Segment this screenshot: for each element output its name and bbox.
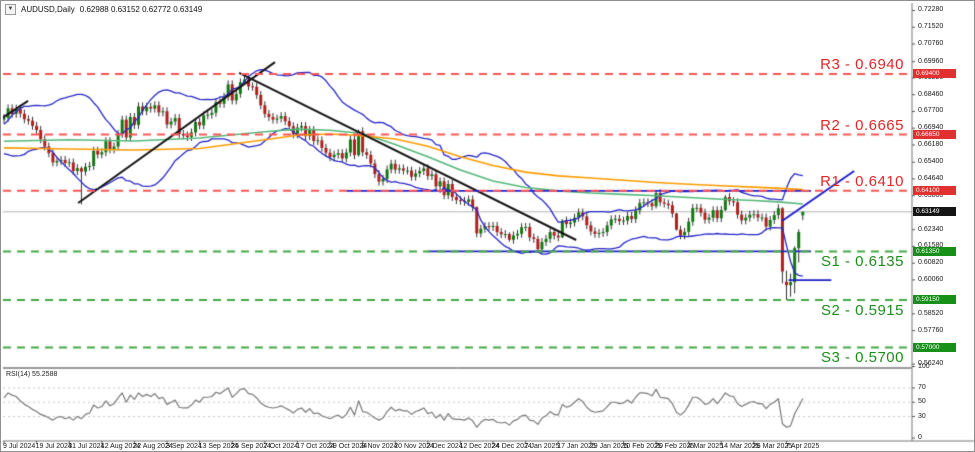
sr-price-badge: 0.69400: [913, 69, 956, 79]
support-level-label: S1 - 0.6135: [820, 253, 904, 271]
date-tick-label: 8 Nov 2024: [361, 443, 398, 450]
price-tick-label: 0.70760: [918, 40, 944, 47]
date-tick-label: 25 Sep 2024: [231, 443, 271, 450]
rsi-indicator-label: RSI(14) 55.2588: [6, 371, 58, 378]
resistance-level-label: R2 - 0.6665: [820, 116, 904, 134]
price-tick-label: 0.62340: [918, 225, 944, 233]
price-tick-label: 0.69960: [918, 57, 944, 65]
date-tick-label: 7 Apr 2025: [785, 443, 820, 450]
chart-title-bar: ▼ AUDUSD,Daily 0.62988 0.63152 0.62772 0…: [5, 4, 202, 15]
resistance-level-label: R1 - 0.6410: [820, 172, 904, 190]
date-tick-label: 10 Feb 2025: [622, 443, 662, 450]
price-tick-label: 0.64640: [918, 174, 944, 182]
date-tick-label: 2 Dec 2024: [426, 443, 463, 450]
date-tick-label: 29 Jan 2025: [589, 443, 629, 450]
price-tick-label: 0.60820: [918, 259, 944, 267]
chart-current-ohlc: 0.62988 0.63152 0.62772 0.63149: [79, 5, 203, 14]
sr-price-badge: 0.57000: [913, 342, 956, 352]
date-tick-label: 20 Nov 2024: [394, 443, 434, 450]
date-tick-label: 17 Jan 2025: [557, 443, 596, 450]
rsi-tick-label: 100: [918, 362, 930, 370]
sr-price-badge: 0.59150: [913, 295, 956, 305]
price-tick-label: 0.57760: [918, 326, 944, 334]
date-tick-label: 20 Feb 2025: [655, 443, 695, 450]
date-tick-label: 13 Sep 2024: [198, 443, 239, 450]
sr-price-badge: 0.64100: [913, 186, 956, 196]
price-tick-label: 0.71520: [918, 23, 944, 31]
price-tick-label: 0.65400: [918, 158, 944, 166]
rsi-tick-label: 0: [918, 434, 922, 441]
price-tick-label: 0.58520: [918, 309, 944, 317]
sr-price-badge: 0.61350: [913, 246, 956, 256]
date-tick-label: 19 Jul 2024: [35, 443, 72, 450]
date-tick-label: 9 Jul 2024: [3, 443, 36, 450]
price-tick-label: 0.68460: [918, 90, 944, 98]
price-tick-label: 0.61580: [918, 242, 944, 250]
date-tick-label: 7 Oct 2024: [263, 443, 299, 450]
support-level-label: S2 - 0.5915: [820, 301, 904, 319]
date-tick-label: 24 Dec 2024: [492, 443, 532, 450]
date-tick-label: 12 Dec 2024: [459, 443, 500, 450]
date-tick-label: 12 Aug 2024: [100, 443, 141, 450]
date-tick-label: 31 Jul 2024: [68, 443, 105, 450]
chart-dropdown-icon[interactable]: ▼: [5, 4, 16, 15]
support-level-label: S3 - 0.5700: [820, 349, 904, 367]
price-tick-label: 0.66180: [918, 140, 944, 148]
date-tick-label: 3 Sep 2024: [166, 443, 202, 450]
date-tick-label: 29 Oct 2024: [329, 443, 368, 450]
date-tick-label: 22 Aug 2024: [133, 443, 173, 450]
resistance-level-label: R3 - 0.6940: [820, 55, 904, 73]
price-tick-label: 0.56240: [918, 360, 944, 368]
date-tick-label: 26 Mar 2025: [752, 443, 793, 450]
price-tick-label: 0.66940: [918, 124, 944, 132]
price-tick-label: 0.67700: [918, 107, 944, 115]
date-tick-label: 7 Jan 2025: [524, 443, 560, 450]
rsi-tick-label: 70: [918, 383, 926, 391]
date-tick-label: 4 Mar 2025: [687, 443, 724, 450]
date-tick-label: 17 Oct 2024: [296, 443, 335, 450]
date-tick-label: 14 Mar 2025: [720, 443, 760, 450]
price-tick-label: 0.60060: [918, 275, 944, 283]
sr-price-badge: 0.66650: [913, 130, 956, 140]
chart-symbol-period: AUDUSD,Daily: [21, 5, 75, 14]
rsi-tick-label: 50: [918, 398, 926, 406]
current-price-badge: 0.63149: [913, 207, 956, 217]
rsi-tick-label: 30: [918, 412, 926, 420]
price-tick-label: 0.72280: [918, 6, 944, 14]
